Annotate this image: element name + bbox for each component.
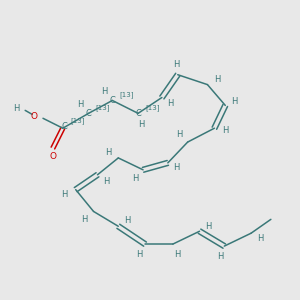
Text: H: H	[175, 250, 181, 259]
Text: H: H	[124, 216, 130, 225]
Text: [13]: [13]	[145, 104, 160, 111]
Text: H: H	[81, 215, 88, 224]
Text: H: H	[257, 234, 263, 243]
Text: H: H	[176, 130, 183, 139]
Text: H: H	[13, 104, 19, 113]
Text: H: H	[174, 60, 180, 69]
Text: H: H	[77, 100, 84, 109]
Text: H: H	[168, 99, 174, 108]
Text: H: H	[231, 97, 237, 106]
Text: H: H	[138, 120, 144, 129]
Text: O: O	[50, 152, 56, 161]
Text: H: H	[105, 148, 112, 158]
Text: C: C	[135, 109, 141, 118]
Text: H: H	[61, 190, 68, 199]
Text: C: C	[85, 109, 91, 118]
Text: [13]: [13]	[119, 91, 134, 98]
Text: H: H	[217, 251, 224, 260]
Text: H: H	[205, 222, 212, 231]
Text: C: C	[110, 96, 115, 105]
Text: H: H	[132, 174, 138, 183]
Text: [13]: [13]	[71, 117, 85, 124]
Text: H: H	[222, 126, 229, 135]
Text: C: C	[62, 122, 68, 131]
Text: H: H	[136, 250, 142, 259]
Text: [13]: [13]	[95, 104, 110, 111]
Text: H: H	[101, 87, 108, 96]
Text: H: H	[103, 177, 110, 186]
Text: H: H	[214, 75, 220, 84]
Text: O: O	[30, 112, 37, 121]
Text: H: H	[174, 163, 180, 172]
